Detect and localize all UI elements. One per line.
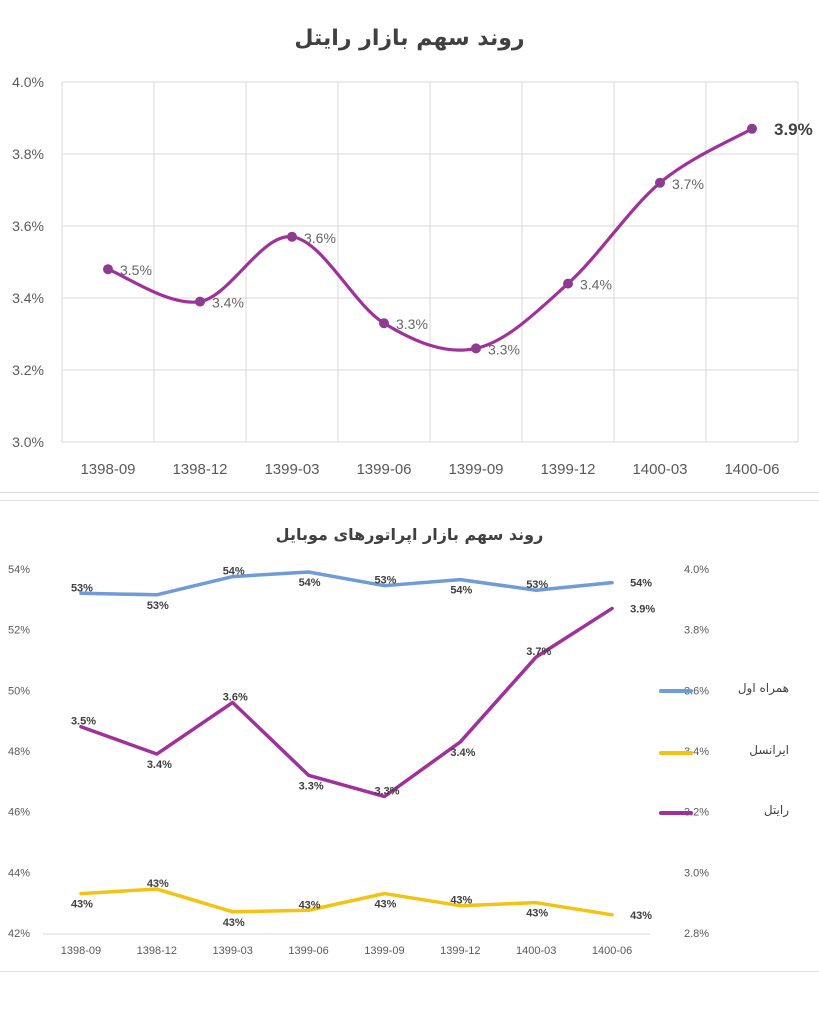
data-label: 3.3%: [488, 341, 520, 357]
series-line: [79, 887, 614, 917]
data-point: [379, 318, 389, 329]
x-tick-label: 1399-09: [364, 945, 404, 957]
legend-item-raytel: رایتل: [659, 803, 789, 823]
y-left-tick-label: 44%: [8, 867, 30, 879]
data-label: 43%: [526, 908, 548, 920]
data-label: 54%: [630, 578, 652, 590]
legend-label: رایتل: [763, 803, 789, 817]
x-tick-label: 1399-03: [213, 945, 253, 957]
raytel-chart-panel: روند سهم بازار رایتل 3.0% 3.2% 3.4% 3.6% 3.8…: [0, 0, 819, 493]
y-left-tick-label: 42%: [8, 928, 30, 940]
data-label: 54%: [223, 566, 245, 578]
data-label: 3.4%: [147, 759, 172, 771]
data-label: 54%: [450, 585, 472, 597]
y-right-tick-label: 3.2%: [684, 807, 709, 819]
data-point: [195, 296, 205, 307]
raytel-line-chart: 3.0% 3.2% 3.4% 3.6% 3.8% 4.0% 1398-09 1398-12 13…: [12, 74, 813, 478]
data-point: [655, 177, 665, 188]
y-left-tick-label: 48%: [8, 746, 30, 758]
data-label: 3.3%: [396, 316, 428, 332]
y-tick-label: 3.2%: [12, 362, 44, 378]
data-label: 43%: [374, 899, 396, 911]
data-point: [747, 123, 757, 134]
x-tick-label: 1399-06: [288, 945, 328, 957]
y-right-tick-label: 3.8%: [684, 625, 709, 637]
legend-swatch: [659, 751, 693, 755]
data-label: 3.5%: [71, 716, 96, 728]
data-label: 54%: [299, 577, 321, 589]
legend-item-hamrah: همراه اول: [659, 681, 789, 701]
data-label: 43%: [223, 917, 245, 929]
legend-swatch: [659, 811, 693, 815]
x-tick-label: 1400-06: [724, 461, 779, 478]
data-label: 43%: [450, 895, 472, 907]
x-tick-label: 1399-09: [448, 461, 503, 478]
data-point: [103, 264, 113, 275]
x-tick-label: 1399-06: [356, 461, 411, 478]
y-left-tick-label: 54%: [8, 564, 30, 576]
legend-swatch: [659, 689, 693, 693]
data-label: 53%: [526, 579, 548, 591]
x-tick-label: 1399-03: [264, 461, 319, 478]
legend-label: همراه اول: [737, 681, 789, 695]
data-label: 43%: [630, 910, 652, 922]
data-label: 3.9%: [630, 603, 655, 615]
x-tick-label: 1400-06: [592, 945, 632, 957]
y-left-tick-label: 46%: [8, 807, 30, 819]
y-right-tick-label: 3.4%: [684, 746, 709, 758]
data-label: 53%: [147, 600, 169, 612]
chart-title: روند سهم بازار اپراتورهای موبایل: [275, 525, 544, 544]
x-tick-label: 1400-03: [516, 945, 556, 957]
chart-title: روند سهم بازار رایتل: [294, 26, 525, 51]
y-tick-label: 4.0%: [12, 74, 44, 90]
y-right-tick-label: 3.6%: [684, 685, 709, 697]
data-label: 3.4%: [450, 747, 475, 759]
legend-label: ایرانسل: [749, 743, 789, 757]
y-left-tick-label: 52%: [8, 625, 30, 637]
x-tick-label: 1399-12: [540, 461, 595, 478]
operators-line-chart: 42% 44% 46% 48% 50% 52% 54% 2.8% 3.0% 3.2% 3.4% 3.6…: [8, 564, 709, 957]
x-tick-label: 1398-09: [80, 461, 135, 478]
x-tick-label: 1398-12: [172, 461, 227, 478]
series-line: [79, 570, 614, 597]
data-label: 53%: [374, 575, 396, 587]
data-label: 3.5%: [120, 262, 152, 278]
x-tick-label: 1398-12: [137, 945, 177, 957]
data-label: 3.3%: [374, 786, 399, 798]
data-label: 3.6%: [304, 230, 336, 246]
y-tick-label: 3.4%: [12, 290, 44, 306]
data-label: 3.4%: [580, 277, 612, 293]
data-label: 3.3%: [299, 780, 324, 792]
data-label: 43%: [71, 899, 93, 911]
data-label: 43%: [299, 899, 321, 911]
data-label: 3.6%: [223, 691, 248, 703]
series-line: [79, 606, 614, 799]
data-point: [287, 231, 297, 242]
y-right-tick-label: 3.0%: [684, 867, 709, 879]
x-tick-label: 1399-12: [440, 945, 480, 957]
series-line: [107, 127, 753, 352]
y-tick-label: 3.6%: [12, 218, 44, 234]
legend-item-irancell: ایرانسل: [659, 743, 789, 763]
operators-chart-panel: روند سهم بازار اپراتورهای موبایل 42% 44% 4…: [0, 500, 819, 972]
data-label: 53%: [71, 582, 93, 594]
data-label: 3.7%: [526, 646, 551, 658]
y-left-tick-label: 50%: [8, 685, 30, 697]
y-tick-label: 3.0%: [12, 434, 44, 450]
data-label: 43%: [147, 878, 169, 890]
data-label: 3.4%: [212, 295, 244, 311]
data-label: 3.7%: [672, 176, 704, 192]
data-label: 3.9%: [774, 120, 813, 139]
x-tick-label: 1400-03: [632, 461, 687, 478]
y-right-tick-label: 2.8%: [684, 928, 709, 940]
y-tick-label: 3.8%: [12, 146, 44, 162]
data-point: [471, 343, 481, 354]
data-point: [563, 278, 573, 289]
y-right-tick-label: 4.0%: [684, 564, 709, 576]
x-tick-label: 1398-09: [61, 945, 101, 957]
legend: همراه اول ایرانسل رایتل: [649, 681, 789, 821]
